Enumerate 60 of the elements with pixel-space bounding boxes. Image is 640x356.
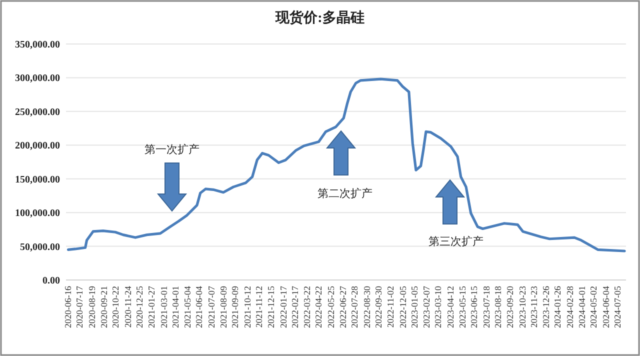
y-tick-label: 300,000.00: [15, 73, 60, 84]
x-tick-label: 2021-03-01: [158, 286, 169, 328]
x-tick-label: 2022-04-22: [314, 286, 324, 328]
x-tick-label: 2022-05-25: [326, 286, 336, 328]
x-tick-label: 2022-03-22: [302, 286, 312, 328]
x-tick-label: 2024-01-26: [552, 286, 563, 328]
x-tick-label: 2022-08-30: [362, 286, 372, 328]
y-tick-label: 50,000.00: [20, 242, 60, 253]
x-tick-label: 2023-08-18: [492, 286, 503, 328]
x-tick-label: 2022-12-05: [398, 286, 408, 328]
y-tick-label: 150,000.00: [15, 174, 60, 186]
x-tick-label: 2023-02-07: [422, 286, 432, 328]
x-tick-label: 2023-03-10: [433, 286, 444, 328]
x-tick-label: 2020-11-24: [122, 286, 133, 328]
x-tick-label: 2023-06-15: [469, 286, 480, 328]
x-tick-label: 2024-06-04: [600, 286, 611, 328]
y-tick-label: 250,000.00: [15, 106, 60, 118]
x-tick-label: 2024-05-02: [588, 286, 599, 328]
chart-title: 现货价:多晶硅: [274, 10, 364, 26]
y-tick-label: 0.00: [42, 276, 60, 286]
x-tick-label: 2021-11-12: [254, 286, 264, 328]
y-tick-label: 100,000.00: [15, 208, 60, 220]
x-tick-label: 2021-10-12: [242, 286, 252, 328]
x-tick-label: 2023-05-15: [458, 286, 468, 328]
line-series: [66, 78, 626, 252]
x-tick-label: 2024-02-28: [564, 286, 575, 328]
x-tick-label: 2020-09-21: [99, 286, 110, 328]
x-tick-label: 2021-04-01: [170, 286, 180, 328]
x-tick-label: 2020-06-16: [63, 286, 74, 328]
x-tick-label: 2021-09-09: [230, 286, 240, 328]
x-tick-label: 2024-04-01: [577, 286, 588, 328]
x-tick-label: 2020-08-19: [86, 286, 97, 328]
x-tick-label: 2021-07-07: [206, 286, 216, 328]
x-tick-label: 2022-01-17: [278, 286, 288, 328]
x-tick-label: 2022-07-28: [350, 286, 360, 328]
x-tick-label: 2020-07-17: [74, 286, 85, 328]
x-tick-label: 2023-09-20: [505, 286, 516, 328]
x-tick-label: 2022-06-27: [338, 286, 348, 328]
x-tick-label: 2022-11-02: [386, 286, 396, 328]
annotation: 第三次扩产: [428, 235, 484, 248]
x-tick-label: 2023-01-05: [409, 286, 420, 328]
x-tick-label: 2023-04-12: [445, 286, 456, 328]
x-tick-label: 2022-02-17: [290, 286, 300, 328]
x-tick-label: 2021-01-27: [146, 286, 157, 328]
x-tick-label: 2022-09-30: [373, 286, 384, 328]
x-tick-label: 2021-12-15: [266, 286, 276, 328]
x-tick-label: 2020-10-22: [110, 286, 121, 328]
annotation: 第一次扩产: [144, 143, 200, 156]
x-tick-label: 2023-10-23: [517, 286, 528, 328]
y-tick-label: 200,000.00: [15, 140, 60, 152]
x-tick-label: 2024-07-05: [612, 286, 622, 328]
x-tick-label: 2020-12-25: [134, 286, 144, 328]
y-tick-label: 350,000.00: [15, 40, 60, 50]
annotation: 第二次扩产: [318, 187, 372, 200]
x-tick-label: 2023-07-18: [481, 286, 492, 328]
x-tick-label: 2021-06-04: [194, 286, 204, 328]
x-tick-label: 2021-08-09: [218, 286, 229, 328]
x-tick-label: 2023-12-26: [541, 286, 552, 328]
x-tick-label: 2023-11-23: [528, 286, 539, 328]
x-tick-label: 2021-05-04: [182, 286, 193, 328]
